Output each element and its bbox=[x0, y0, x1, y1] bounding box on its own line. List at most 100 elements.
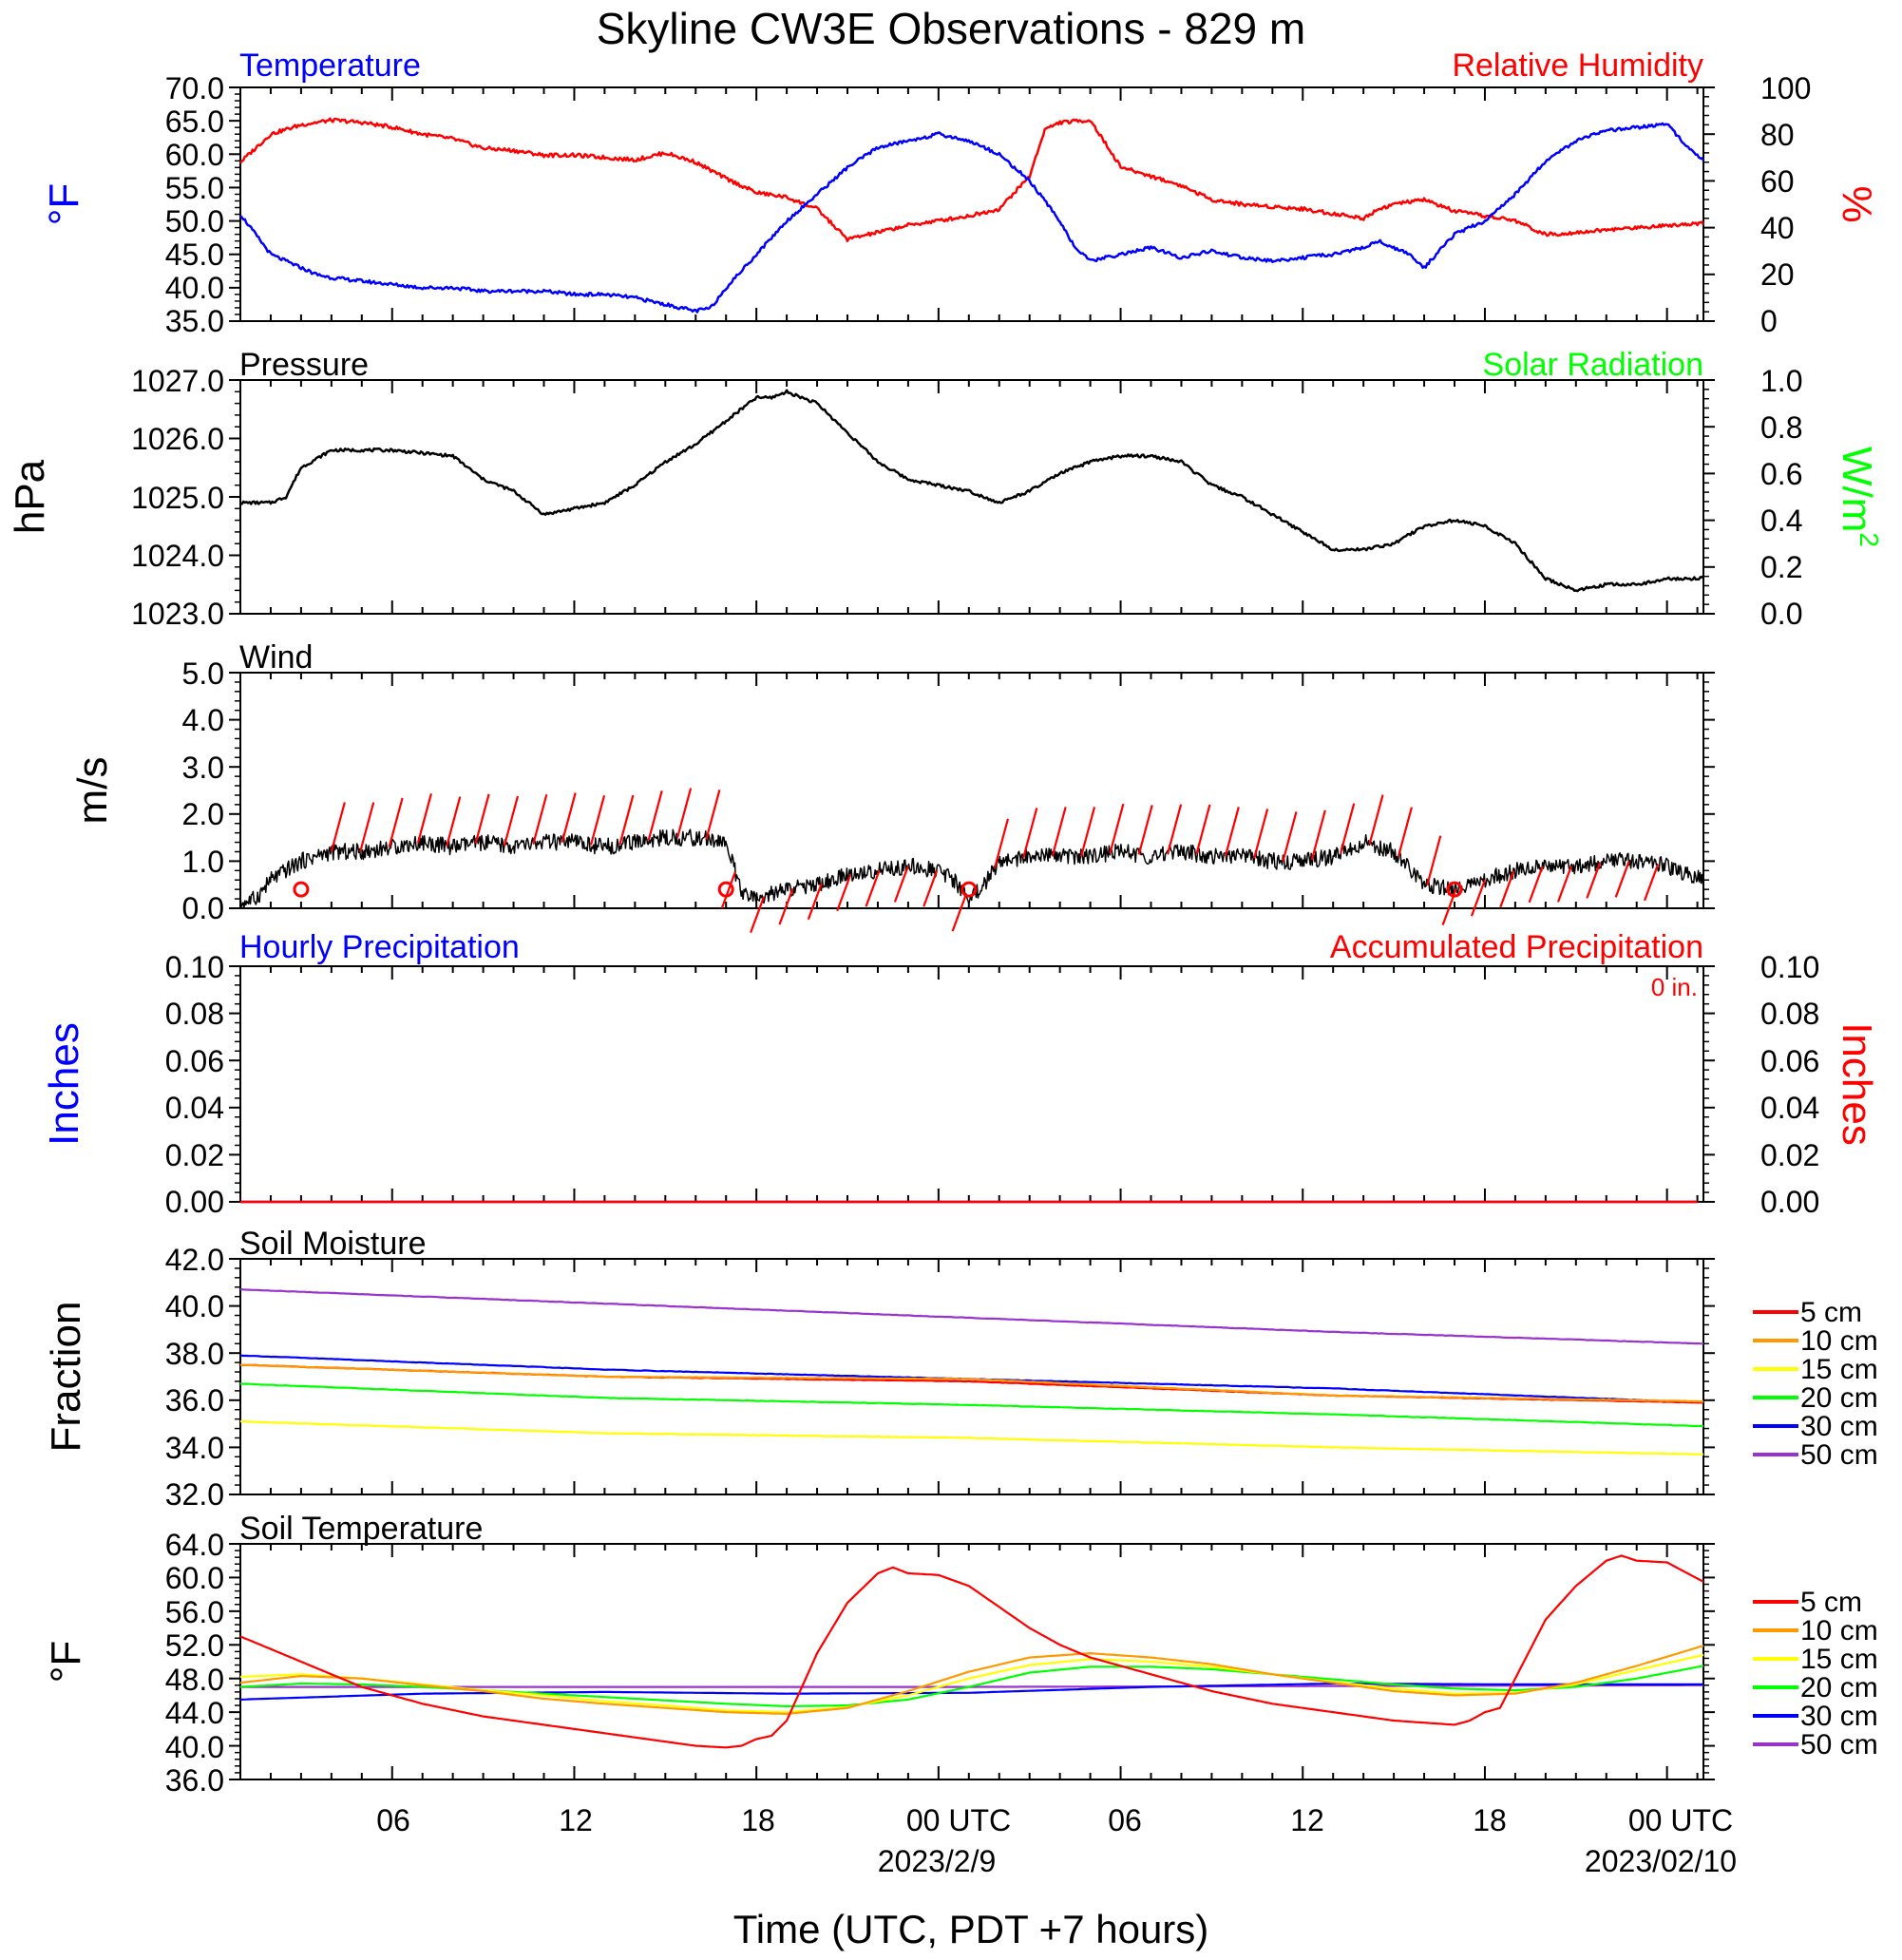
y-tick-label: 48.0 bbox=[165, 1663, 224, 1697]
wind-barb bbox=[589, 795, 606, 846]
wind-barb bbox=[1167, 804, 1183, 854]
y-tick-label: 45.0 bbox=[165, 238, 224, 272]
wind-unit: m/s bbox=[69, 757, 116, 825]
wind-barb bbox=[1426, 835, 1442, 885]
y-tick-label: 0.10 bbox=[165, 950, 224, 984]
hourly-precip-unit: Inches bbox=[41, 1022, 87, 1146]
soil-temperature-unit: °F bbox=[43, 1641, 89, 1683]
time-axis-labels: 06 12 18 00 UTC 06 12 18 00 UTC 2023/2/9… bbox=[376, 1803, 1737, 1878]
solar-y-tick-labels: 1.0 0.8 0.6 0.4 0.2 0.0 bbox=[1760, 364, 1802, 631]
x-tick-label: 18 bbox=[1473, 1803, 1507, 1837]
wind-barb bbox=[705, 790, 721, 840]
rh-line bbox=[239, 117, 1705, 242]
wind-barb bbox=[865, 869, 881, 907]
y-tick-label: 70.0 bbox=[165, 71, 224, 105]
wind-barb bbox=[1224, 807, 1240, 857]
x-tick-label: 06 bbox=[376, 1803, 410, 1837]
temperature-y-tick-labels: 70.0 65.0 60.0 55.0 50.0 45.0 40.0 35.0 bbox=[165, 71, 224, 338]
calm-wind-marker bbox=[1446, 881, 1463, 898]
legend-label: 5 cm bbox=[1800, 1297, 1862, 1328]
pressure-line bbox=[239, 389, 1704, 593]
wind-barb bbox=[1253, 809, 1269, 859]
y-tick-label: 56.0 bbox=[165, 1595, 224, 1629]
rh-unit: % bbox=[1834, 185, 1880, 222]
solar-radiation-title: Solar Radiation bbox=[1483, 347, 1703, 383]
wind-barb bbox=[1368, 794, 1384, 845]
soil-moisture-line bbox=[239, 1363, 1703, 1403]
panel-frame bbox=[239, 1543, 1704, 1780]
pressure-y-tick-labels: 1027.0 1026.0 1025.0 1024.0 1023.0 bbox=[131, 364, 224, 631]
y-tick-label: 0.6 bbox=[1760, 457, 1802, 491]
y-tick-label: 60.0 bbox=[165, 138, 224, 172]
hourly-precip-title: Hourly Precipitation bbox=[239, 929, 520, 965]
x-tick-label: 00 UTC bbox=[906, 1803, 1011, 1837]
y-tick-label: 40.0 bbox=[165, 1289, 224, 1323]
wind-barb bbox=[618, 794, 635, 846]
accum-precip-title: Accumulated Precipitation bbox=[1330, 929, 1703, 965]
date-label: 2023/2/9 bbox=[878, 1844, 997, 1878]
y-tick-label: 50.0 bbox=[165, 204, 224, 238]
wind-barb bbox=[1282, 811, 1298, 862]
y-tick-label: 2.0 bbox=[182, 797, 224, 831]
y-tick-label: 0.0 bbox=[1760, 597, 1802, 631]
calm-wind-marker bbox=[717, 881, 734, 898]
y-tick-label: 0.4 bbox=[1760, 504, 1802, 538]
y-tick-label: 36.0 bbox=[165, 1383, 224, 1418]
y-tick-label: 35.0 bbox=[165, 304, 224, 338]
date-label: 2023/02/10 bbox=[1585, 1844, 1737, 1878]
y-tick-label: 1.0 bbox=[1760, 364, 1802, 398]
wind-barb bbox=[446, 796, 462, 847]
y-tick-label: 52.0 bbox=[165, 1628, 224, 1663]
precip-right-y-tick-labels: 0.10 0.08 0.06 0.04 0.02 0.00 bbox=[1760, 950, 1819, 1219]
panel-temperature: Temperature Relative Humidity °F % 70.0 … bbox=[41, 48, 1880, 338]
y-tick-label: 1023.0 bbox=[131, 597, 224, 631]
legend-label: 10 cm bbox=[1800, 1615, 1878, 1646]
soil-temperature-line bbox=[239, 1554, 1704, 1749]
legend-label: 15 cm bbox=[1800, 1644, 1878, 1675]
x-tick-label: 12 bbox=[559, 1803, 593, 1837]
y-tick-label: 80 bbox=[1760, 118, 1795, 152]
y-tick-label: 4.0 bbox=[182, 703, 224, 737]
wind-barb bbox=[1397, 807, 1413, 857]
y-tick-label: 40.0 bbox=[165, 271, 224, 305]
wind-barb bbox=[1310, 809, 1326, 861]
page-title: Skyline CW3E Observations - 829 m bbox=[597, 4, 1306, 53]
wind-barb bbox=[330, 802, 346, 852]
y-tick-label: 1025.0 bbox=[131, 481, 224, 515]
x-tick-label: 18 bbox=[741, 1803, 775, 1837]
y-tick-label: 0.10 bbox=[1760, 950, 1819, 984]
chart-marks bbox=[229, 86, 1715, 1780]
soil-temperature-legend: 5 cm 10 cm 15 cm 20 cm 30 cm 50 cm bbox=[1753, 1587, 1878, 1760]
wind-barb bbox=[1499, 870, 1515, 908]
wind-barb bbox=[750, 896, 766, 933]
wind-title: Wind bbox=[239, 639, 313, 676]
rh-y-tick-labels: 100 80 60 40 20 0 bbox=[1760, 71, 1811, 338]
panel-wind: Wind m/s 5.0 4.0 3.0 2.0 1.0 0.0 bbox=[69, 639, 1704, 925]
legend-label: 15 cm bbox=[1800, 1354, 1878, 1385]
y-tick-label: 38.0 bbox=[165, 1337, 224, 1371]
wind-barb bbox=[1137, 805, 1153, 855]
y-tick-label: 60 bbox=[1760, 164, 1795, 199]
wind-barb bbox=[1022, 808, 1038, 858]
y-tick-label: 100 bbox=[1760, 71, 1811, 105]
wind-barb bbox=[388, 797, 404, 848]
soil-temperature-line bbox=[239, 1645, 1704, 1715]
accum-precip-unit: Inches bbox=[1834, 1022, 1880, 1146]
temperature-unit: °F bbox=[41, 183, 87, 225]
x-tick-label: 12 bbox=[1290, 1803, 1324, 1837]
y-tick-label: 55.0 bbox=[165, 171, 224, 205]
calm-wind-marker bbox=[293, 881, 310, 898]
soil-moisture-line bbox=[239, 1420, 1704, 1456]
soil-temperature-y-tick-labels: 64.0 60.0 56.0 52.0 48.0 44.0 40.0 36.0 bbox=[165, 1528, 224, 1798]
wind-barb bbox=[922, 869, 939, 907]
accum-precip-total: 0 in. bbox=[1651, 973, 1698, 1001]
solar-radiation-unit: W/m2 bbox=[1834, 447, 1884, 547]
wind-barb bbox=[359, 802, 375, 852]
wind-barb bbox=[720, 871, 736, 909]
rh-title: Relative Humidity bbox=[1452, 48, 1703, 84]
y-tick-label: 1.0 bbox=[182, 845, 224, 879]
panel-soil-moisture: Soil Moisture Fraction 42.0 40.0 38.0 36… bbox=[43, 1226, 1878, 1512]
legend-label: 20 cm bbox=[1800, 1382, 1878, 1414]
